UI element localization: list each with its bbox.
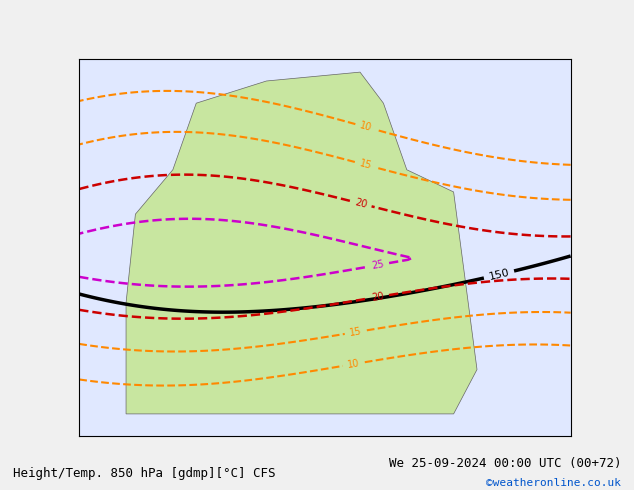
Text: 10: 10 — [347, 358, 361, 370]
Text: ©weatheronline.co.uk: ©weatheronline.co.uk — [486, 478, 621, 488]
Text: Height/Temp. 850 hPa [gdmp][°C] CFS: Height/Temp. 850 hPa [gdmp][°C] CFS — [13, 467, 275, 480]
Text: 25: 25 — [371, 259, 385, 271]
Text: 150: 150 — [488, 268, 510, 282]
Text: 20: 20 — [354, 197, 368, 210]
Text: 20: 20 — [371, 291, 385, 303]
Text: 10: 10 — [359, 121, 373, 133]
Text: 15: 15 — [349, 326, 363, 338]
Text: 15: 15 — [358, 158, 373, 172]
Text: We 25-09-2024 00:00 UTC (00+72): We 25-09-2024 00:00 UTC (00+72) — [389, 457, 621, 470]
Polygon shape — [126, 72, 477, 414]
